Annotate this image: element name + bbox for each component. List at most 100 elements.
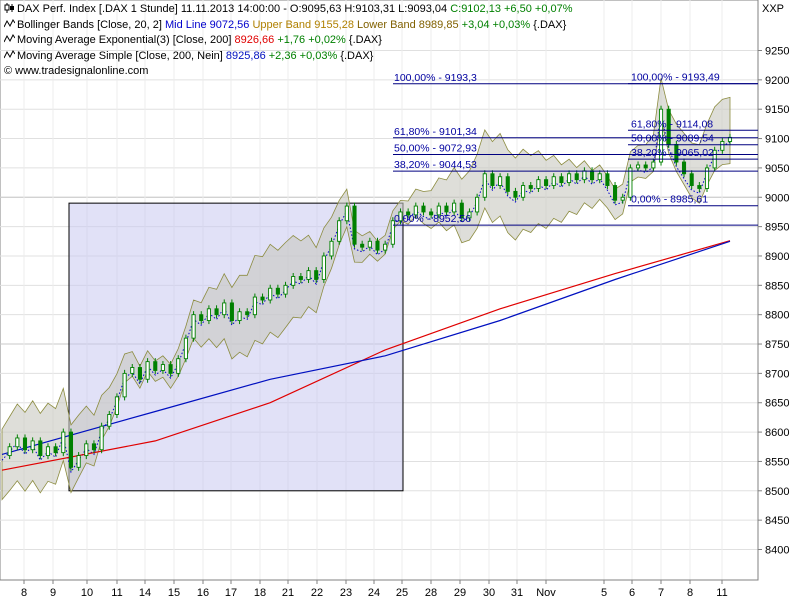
candlestick-icon bbox=[4, 3, 15, 13]
x-tick-label: 8 bbox=[687, 587, 693, 599]
y-tick-label: 8900 bbox=[765, 251, 789, 263]
candle-body bbox=[84, 443, 89, 457]
candle-body bbox=[260, 296, 265, 301]
candle-body bbox=[544, 179, 549, 186]
candle-body bbox=[635, 164, 641, 169]
x-tick-label: 29 bbox=[454, 587, 466, 599]
candle-body bbox=[76, 455, 81, 468]
candle-body bbox=[245, 311, 250, 316]
x-tick-label: 28 bbox=[425, 587, 437, 599]
candle-body bbox=[268, 287, 273, 301]
candle-body bbox=[15, 437, 20, 448]
fib-left-label: 0,00% - 8952,56 bbox=[394, 213, 471, 225]
candle-body bbox=[321, 255, 326, 280]
x-tick-label: 25 bbox=[396, 587, 408, 599]
candle-body bbox=[237, 311, 242, 321]
candle-body bbox=[68, 431, 74, 468]
candle-body bbox=[498, 176, 503, 186]
candle-body bbox=[275, 287, 280, 295]
candle-body bbox=[145, 361, 150, 380]
x-tick-label: 31 bbox=[511, 587, 523, 599]
instrument-text: DAX Perf. Index [.DAX 1 Stunde] 11.11.20… bbox=[17, 3, 448, 15]
candle-body bbox=[436, 205, 441, 216]
y-tick-label: 8700 bbox=[765, 368, 789, 380]
fib-left-label: 61,80% - 9101,34 bbox=[394, 126, 477, 138]
candle-body bbox=[459, 202, 464, 219]
candle-body bbox=[413, 205, 418, 216]
candle-body bbox=[222, 302, 227, 316]
y-tick-label: 8550 bbox=[765, 456, 789, 468]
candle-body bbox=[130, 367, 135, 374]
source-link[interactable]: www.tradesignalonline.com bbox=[15, 65, 149, 77]
x-tick-label: 6 bbox=[629, 587, 635, 599]
x-tick-label: 10 bbox=[81, 587, 93, 599]
candle-body bbox=[643, 164, 648, 169]
x-tick-label: 9 bbox=[50, 587, 56, 599]
bollinger-label: Bollinger Bands [Close, 20, 2] bbox=[17, 18, 162, 31]
candle-body bbox=[176, 358, 181, 374]
y-tick-label: 8950 bbox=[765, 222, 789, 234]
legend-row-sma: Moving Average Simple [Close, 200, Nein]… bbox=[3, 49, 573, 65]
candle-body bbox=[390, 220, 395, 245]
ema-value: 8926,66 bbox=[234, 34, 275, 46]
candle-body bbox=[559, 176, 564, 184]
candle-body bbox=[99, 425, 104, 451]
x-tick-label: 17 bbox=[225, 587, 237, 599]
x-tick-label: 14 bbox=[139, 587, 151, 599]
x-tick-label: 8 bbox=[21, 587, 27, 599]
legend-row-source: © www.tradesignalonline.com bbox=[4, 64, 573, 80]
x-tick-label: 7 bbox=[658, 587, 664, 599]
candle-body bbox=[697, 185, 702, 189]
legend-row-ema: Moving Average Exponential(3) [Close, 20… bbox=[3, 33, 573, 49]
candle-body bbox=[122, 372, 127, 398]
candle-body bbox=[283, 284, 288, 295]
ema-change: +1,76 +0,02% bbox=[277, 34, 346, 46]
y-tick-label: 9000 bbox=[765, 192, 789, 204]
fib-right-label: 61,80% - 9114,08 bbox=[631, 118, 713, 130]
candle-body bbox=[229, 302, 234, 321]
candle-body bbox=[107, 414, 112, 427]
candle-body bbox=[314, 270, 319, 280]
candle-body bbox=[168, 364, 173, 374]
y-tick-label: 8650 bbox=[765, 398, 789, 410]
ema-label: Moving Average Exponential(3) [Close, 20… bbox=[17, 34, 232, 46]
candle-body bbox=[574, 173, 579, 181]
candle-body bbox=[22, 437, 28, 451]
candle-body bbox=[38, 440, 43, 457]
x-tick-label: Nov bbox=[536, 587, 556, 599]
x-tick-label: 24 bbox=[368, 587, 380, 599]
candle-body bbox=[421, 205, 426, 213]
candle-body bbox=[567, 173, 572, 184]
candle-body bbox=[306, 270, 311, 280]
candle-body bbox=[528, 185, 533, 189]
candle-body bbox=[360, 243, 365, 248]
candle-body bbox=[114, 396, 119, 415]
candle-body bbox=[490, 173, 495, 186]
candle-body bbox=[536, 179, 541, 189]
sma-symbol: {.DAX} bbox=[340, 49, 374, 62]
candle-body bbox=[337, 220, 342, 242]
candle-body bbox=[689, 173, 694, 186]
y-tick-label: 8850 bbox=[765, 280, 789, 292]
candle-body bbox=[153, 361, 158, 371]
bollinger-upper-value: Upper Band 9155,28 bbox=[252, 18, 354, 31]
candle-body bbox=[505, 176, 510, 192]
candle-body bbox=[551, 176, 556, 186]
candle-body bbox=[620, 196, 625, 201]
bollinger-change-value: +3,04 +0,03% bbox=[461, 18, 531, 31]
sma-200-line bbox=[1, 240, 731, 455]
x-tick-label: 18 bbox=[254, 587, 266, 599]
candle-body bbox=[191, 314, 196, 339]
fib-right-label: 50,00% - 9089,54 bbox=[631, 133, 714, 145]
candle-body bbox=[582, 170, 587, 181]
fib-left-label: 38,20% - 9044,53 bbox=[394, 159, 477, 171]
candle-body bbox=[590, 170, 595, 181]
x-tick-label: 30 bbox=[483, 587, 495, 599]
y-tick-label: 9250 bbox=[765, 46, 789, 58]
x-tick-label: 11 bbox=[716, 587, 727, 599]
candle-body bbox=[467, 211, 472, 219]
candle-body bbox=[720, 141, 725, 151]
candle-body bbox=[482, 173, 487, 198]
candle-body bbox=[61, 431, 66, 454]
